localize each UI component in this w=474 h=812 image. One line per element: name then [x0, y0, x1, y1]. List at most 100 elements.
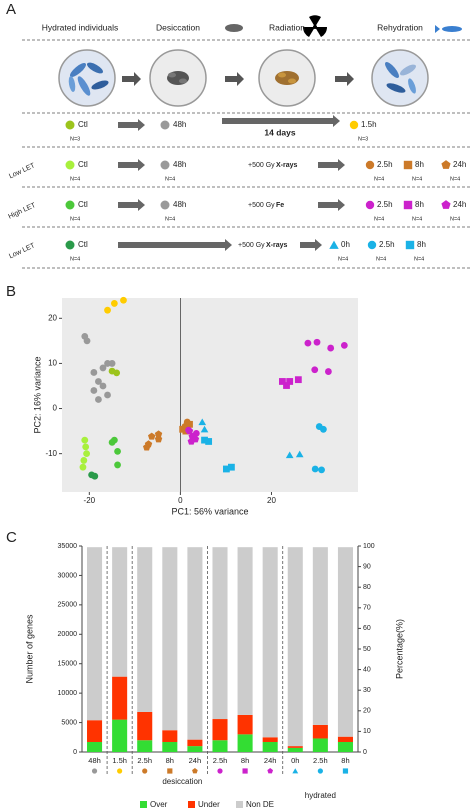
group-label: hydrated [305, 791, 336, 800]
y2-tick-label: 80 [363, 584, 371, 591]
point [99, 382, 107, 390]
point [186, 420, 193, 428]
y-tick-label: 20 [48, 313, 57, 322]
arrow [118, 199, 145, 211]
point [327, 344, 335, 352]
timepoint-n: N=4 [374, 176, 384, 182]
bar-segment [187, 547, 203, 740]
ctl-n: N=4 [70, 216, 80, 222]
timepoint-marker [441, 200, 451, 209]
point [319, 425, 327, 433]
point [110, 300, 118, 307]
timepoint-label: 1.5h [361, 120, 377, 129]
x-tick-label: 24h [189, 756, 202, 765]
point [79, 463, 87, 471]
timepoint-n: N=3 [358, 136, 368, 142]
point [82, 443, 90, 451]
point [95, 396, 102, 403]
timepoint-n: N=4 [376, 256, 386, 262]
ctl-n: N=4 [70, 256, 80, 262]
point [340, 341, 348, 349]
point [187, 437, 196, 445]
ctl-marker [65, 120, 75, 130]
point [185, 427, 194, 435]
bar-segment [262, 547, 278, 738]
timepoint-n: N=4 [338, 256, 348, 262]
panel-label: B [6, 283, 16, 300]
arrow [122, 72, 141, 86]
treatment-label: +500 Gy [248, 202, 275, 209]
dish-rehydrated [371, 49, 429, 107]
bar-segment [137, 547, 153, 712]
x-tick-label: -20 [84, 496, 96, 505]
point [120, 296, 127, 304]
timepoint-marker [365, 160, 375, 170]
category-marker [192, 768, 198, 774]
point [313, 338, 321, 346]
x-tick-label: 0 [178, 496, 183, 505]
x-tick-label: 8h [341, 756, 349, 765]
point [114, 461, 121, 469]
bar-segment [262, 737, 278, 742]
timepoint-label: 2.5h [377, 160, 393, 169]
point [83, 450, 90, 458]
bar-segment [212, 719, 228, 741]
bar-segment [212, 547, 228, 720]
point [147, 432, 156, 440]
timepoint-marker [403, 200, 413, 210]
row-side-label: Low LET [8, 162, 37, 180]
timepoint-label: 2.5h [377, 200, 393, 209]
timepoint-n: N=4 [450, 216, 460, 222]
point [104, 306, 111, 314]
bar-segment [262, 741, 278, 752]
point [142, 443, 151, 451]
point [286, 378, 294, 385]
timepoint-marker [329, 240, 339, 249]
arrow [118, 119, 145, 131]
category-marker [267, 768, 274, 774]
bar-segment [137, 740, 153, 752]
group-label: desiccation [162, 777, 202, 786]
bar-segment [112, 719, 128, 752]
y2-tick-label: 100 [363, 543, 375, 550]
category-marker [342, 768, 349, 774]
y2-tick-label: 20 [363, 708, 371, 715]
arrow [222, 115, 340, 127]
row-side-label: Low LET [8, 242, 37, 260]
point [154, 435, 163, 443]
timepoint-label: 0h [341, 240, 350, 249]
timepoint-label: 8h [415, 200, 424, 209]
timepoint-n: N=4 [412, 216, 422, 222]
point [91, 472, 99, 480]
bar-segment [162, 547, 178, 731]
y-tick-label: 30000 [58, 572, 78, 579]
plot-background [62, 298, 358, 492]
legend-label: Under [198, 800, 220, 809]
category-marker [217, 768, 223, 774]
y-axis-title: Number of genes [24, 614, 34, 684]
timepoint-marker [365, 200, 375, 210]
desiccation-marker [160, 120, 170, 130]
category-marker [91, 768, 98, 774]
bar-segment [162, 730, 178, 742]
timepoint-label: 8h [415, 160, 424, 169]
bar-segment [112, 547, 128, 677]
stage-label: Desiccation [156, 22, 200, 32]
point [81, 436, 89, 444]
legend-label: Non DE [246, 800, 274, 809]
y2-tick-label: 60 [363, 625, 371, 632]
timepoint-marker [367, 240, 377, 250]
ctl-label: Ctl [78, 200, 88, 209]
bar-segment [87, 547, 103, 721]
arrow [335, 72, 354, 86]
ctl-n: N=4 [70, 176, 80, 182]
legend-swatch [236, 801, 243, 808]
point [113, 369, 121, 377]
row-side-label: High LET [7, 202, 37, 221]
arrow [118, 239, 232, 251]
x-tick-label: 24h [264, 756, 277, 765]
desiccation-marker [160, 160, 170, 170]
x-tick-label: 20 [267, 496, 276, 505]
dish-hydrated [58, 49, 116, 107]
